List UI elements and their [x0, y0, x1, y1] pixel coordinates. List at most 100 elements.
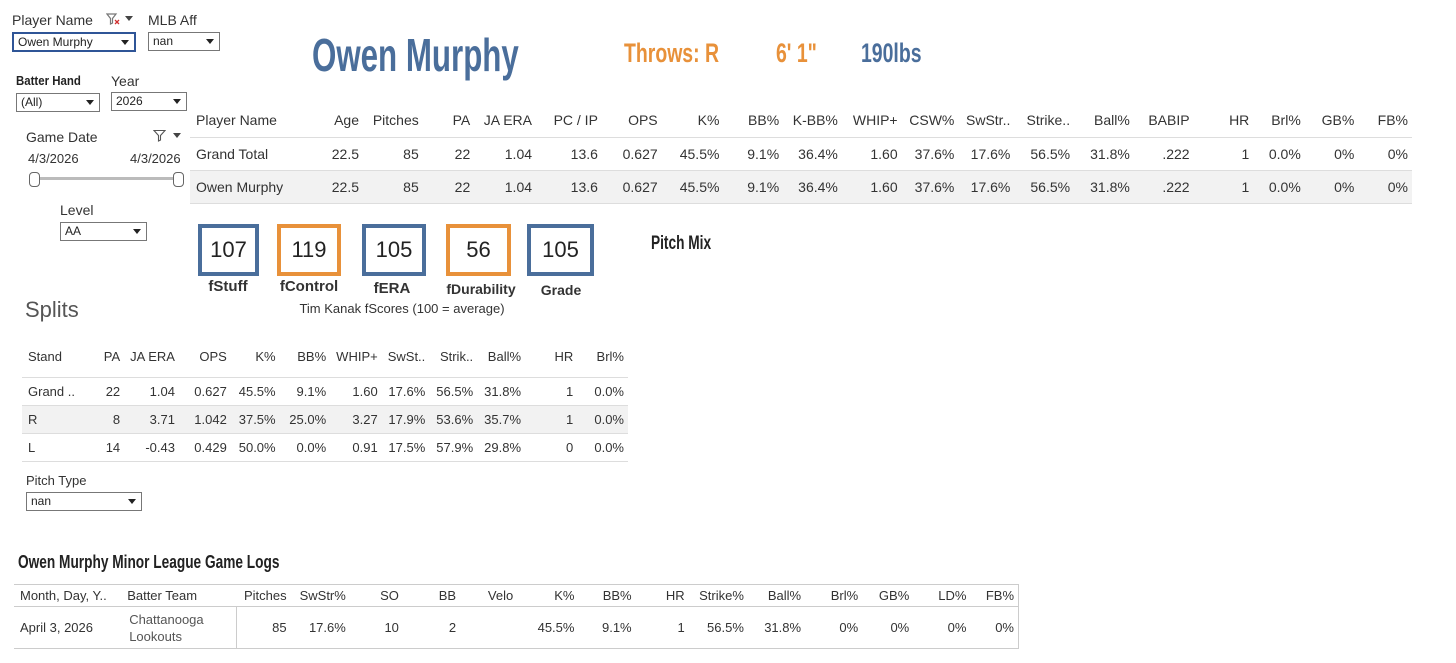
gamelogs-table-col-month-day-y[interactable]: Month, Day, Y.. — [20, 588, 107, 603]
summary-table-col-brl[interactable]: Brl% — [1271, 111, 1301, 128]
summary-table-col-pitches[interactable]: Pitches — [372, 111, 419, 128]
gamelogs-table-col-strike[interactable]: Strike% — [699, 588, 744, 603]
splits-table-col-ops[interactable]: OPS — [199, 349, 227, 365]
splits-table-col-k[interactable]: K% — [255, 349, 276, 365]
splits-table-col-swst[interactable]: SwSt.. — [387, 349, 426, 365]
summary-table-cell: 85 — [403, 178, 419, 195]
gamelogs-table-col-hr[interactable]: HR — [665, 588, 685, 603]
summary-table-col-pa[interactable]: PA — [452, 111, 471, 128]
gamelogs-table-col-ld[interactable]: LD% — [938, 588, 967, 603]
gamelogs-table-cell: 56.5% — [707, 620, 744, 635]
summary-table-col-player-name[interactable]: Player Name — [196, 111, 277, 128]
gamelogs-table-col-fb[interactable]: FB% — [985, 588, 1014, 603]
filter-icon[interactable] — [152, 129, 167, 142]
filter-menu-chevron-icon[interactable] — [173, 133, 181, 138]
splits-table-col-stand[interactable]: Stand — [28, 349, 62, 365]
summary-table-cell: 9.1% — [747, 145, 780, 162]
filter-menu-chevron-icon[interactable] — [125, 16, 133, 21]
summary-table-col-swstr[interactable]: SwStr.. — [966, 111, 1011, 128]
splits-table-cell: 0.429 — [194, 439, 227, 455]
fstuff-value: 107 — [210, 237, 247, 262]
summary-table-col-hr[interactable]: HR — [1229, 111, 1250, 128]
pitch-type-select[interactable]: nan — [26, 492, 142, 511]
summary-table-col-whip[interactable]: WHIP+ — [852, 111, 898, 128]
player-name-select[interactable]: Owen Murphy — [12, 32, 136, 52]
summary-table-cell: 31.8% — [1090, 178, 1130, 195]
splits-table-col-whip[interactable]: WHIP+ — [336, 349, 378, 365]
splits-table-col-hr[interactable]: HR — [554, 349, 574, 365]
gamelogs-table-col-bb[interactable]: BB% — [602, 588, 632, 603]
summary-table-col-k-bb[interactable]: K-BB% — [792, 111, 838, 128]
splits-table-cell: 50.0% — [238, 439, 276, 455]
splits-table-col-bb[interactable]: BB% — [297, 349, 327, 365]
batter-hand-select[interactable]: (All) — [16, 93, 100, 112]
weight-info: 190lbs — [861, 38, 945, 69]
summary-table-col-gb[interactable]: GB% — [1321, 111, 1355, 128]
date-range-start-handle[interactable] — [29, 172, 40, 187]
mlb-aff-select[interactable]: nan — [148, 32, 220, 51]
summary-table-cell: 1 — [1241, 178, 1250, 195]
chevron-down-icon — [86, 100, 94, 105]
chevron-down-icon — [206, 39, 214, 44]
splits-table-col-strik[interactable]: Strik.. — [439, 349, 474, 365]
splits-table-col-ball[interactable]: Ball% — [487, 349, 522, 365]
summary-table-cell: 13.6 — [570, 145, 598, 162]
summary-table-cell: 0.627 — [622, 178, 658, 195]
game-date-filter-label: Game Date — [26, 129, 98, 145]
summary-row-grand-total: Grand Total 22.5 85 22 1.04 13.6 0.627 45.5% 9.1… — [190, 137, 1412, 170]
summary-header-row: Player Name Age Pitches PA JA ERA PC / IP OPS K… — [190, 103, 1412, 137]
year-filter-label: Year — [111, 73, 140, 89]
summary-table-cell: 36.4% — [798, 178, 838, 195]
splits-table-col-ja-era[interactable]: JA ERA — [130, 349, 175, 365]
splits-table-cell: 0.0% — [594, 383, 624, 399]
summary-table-col-bb[interactable]: BB% — [748, 111, 780, 128]
gamelogs-table-col-ball[interactable]: Ball% — [767, 588, 802, 603]
splits-table-cell: 1 — [566, 383, 574, 399]
splits-table-cell: L — [28, 439, 36, 455]
summary-table-cell: 1.60 — [870, 178, 898, 195]
level-select[interactable]: AA — [60, 222, 147, 241]
summary-table-cell: 0.0% — [1268, 145, 1301, 162]
gamelogs-table-col-bb[interactable]: BB — [438, 588, 457, 603]
summary-table-col-age[interactable]: Age — [334, 111, 360, 128]
gamelogs-table-col-swstr[interactable]: SwStr% — [299, 588, 346, 603]
year-select[interactable]: 2026 — [111, 92, 187, 111]
gamelogs-table-col-k[interactable]: K% — [554, 588, 575, 603]
height-text: 6' 1" — [776, 38, 817, 68]
gamelogs-table-cell: 1 — [677, 620, 685, 635]
gamelogs-table-cell: April 3, 2026 — [20, 620, 93, 635]
splits-table-cell: R — [28, 411, 38, 427]
batter-hand-select-value: (All) — [21, 95, 43, 109]
gamelogs-table-col-pitches[interactable]: Pitches — [243, 588, 287, 603]
player-name-title: Owen Murphy — [312, 29, 519, 81]
fdurability-card: 56 — [446, 224, 511, 276]
gamelogs-table-col-brl[interactable]: Brl% — [830, 588, 859, 603]
gamelogs-table-col-batter-team[interactable]: Batter Team — [127, 588, 198, 603]
date-range-end-handle[interactable] — [173, 172, 184, 187]
splits-table-col-pa[interactable]: PA — [103, 349, 121, 365]
summary-table-col-ball[interactable]: Ball% — [1094, 111, 1130, 128]
summary-table-col-csw[interactable]: CSW% — [909, 111, 955, 128]
clear-filter-icon[interactable] — [105, 12, 120, 26]
gamelogs-table-col-gb[interactable]: GB% — [878, 588, 910, 603]
date-range-slider-track[interactable] — [35, 177, 178, 180]
summary-table-col-babip[interactable]: BABIP — [1148, 111, 1190, 128]
summary-table-col-ops[interactable]: OPS — [628, 111, 658, 128]
summary-table-col-fb[interactable]: FB% — [1377, 111, 1408, 128]
summary-table-cell: 36.4% — [798, 145, 838, 162]
gamelogs-table-col-so[interactable]: SO — [380, 588, 399, 603]
summary-table-cell: 0% — [1334, 145, 1355, 162]
summary-table: Player Name Age Pitches PA JA ERA PC / IP OPS K… — [190, 103, 1412, 204]
summary-table-cell: .222 — [1162, 145, 1190, 162]
summary-table-cell: 37.6% — [914, 178, 955, 195]
summary-table-col-strike[interactable]: Strike.. — [1026, 111, 1071, 128]
grade-label: Grade — [540, 282, 582, 298]
fstuff-card: 107 — [198, 224, 259, 276]
level-select-value: AA — [65, 224, 82, 238]
gamelogs-table-col-velo[interactable]: Velo — [487, 588, 514, 603]
summary-table-cell: 1.04 — [504, 145, 533, 162]
summary-table-col-ja-era[interactable]: JA ERA — [483, 111, 533, 128]
splits-table-col-brl[interactable]: Brl% — [596, 349, 624, 365]
summary-table-col-pc-ip[interactable]: PC / IP — [553, 111, 598, 128]
summary-table-col-k[interactable]: K% — [697, 111, 720, 128]
